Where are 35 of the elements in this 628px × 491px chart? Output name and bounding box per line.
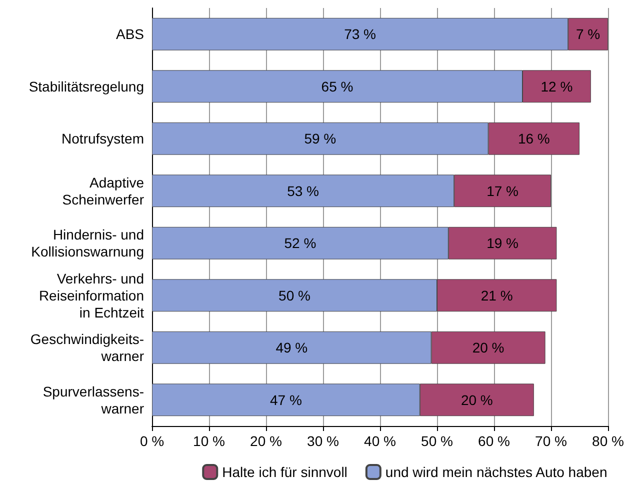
y-tick-label: Adaptive Scheinwerfer xyxy=(62,174,144,208)
data-label: 65 % xyxy=(321,78,354,94)
legend-label: Halte ich für sinnvoll xyxy=(222,464,348,480)
x-tick-label: 50 % xyxy=(421,433,453,449)
x-tick-label: 70 % xyxy=(535,433,567,449)
data-label: 73 % xyxy=(344,26,376,42)
data-label: 16 % xyxy=(518,130,550,147)
y-tick-label: Verkehrs- und Reiseinformation in Echtzeit xyxy=(38,270,144,320)
data-label: 53 % xyxy=(287,182,320,199)
y-tick-label: Geschwindigkeits- warner xyxy=(30,331,144,364)
data-label: 52 % xyxy=(284,235,316,252)
y-tick-label: Hindernis- und Kollisionswarnung xyxy=(31,226,144,260)
y-tick-label: Stabilitätsregelung xyxy=(28,78,144,94)
data-label: 7 % xyxy=(576,26,600,42)
x-tick-label: 40 % xyxy=(364,433,396,449)
data-label: 19 % xyxy=(486,235,519,252)
y-tick-label: Notrufsystem xyxy=(62,130,144,147)
data-label: 20 % xyxy=(472,340,504,356)
data-label: 59 % xyxy=(304,130,336,147)
data-label: 50 % xyxy=(278,287,310,304)
x-tick-label: 0 % xyxy=(140,433,164,449)
data-label: 12 % xyxy=(540,78,573,94)
data-label: 20 % xyxy=(460,392,493,408)
x-tick-label: 80 % xyxy=(592,433,624,449)
y-tick-label: ABS xyxy=(116,26,144,42)
data-label: 49 % xyxy=(276,340,308,356)
data-label: 47 % xyxy=(270,392,302,408)
y-tick-label: Spurverlassens- warner xyxy=(42,383,144,416)
x-tick-label: 10 % xyxy=(193,433,225,449)
data-label: 17 % xyxy=(486,182,519,199)
x-tick-label: 20 % xyxy=(250,433,282,449)
data-label: 21 % xyxy=(480,287,513,304)
legend-label: und wird mein nächstes Auto haben xyxy=(385,464,608,480)
x-tick-label: 30 % xyxy=(307,433,339,449)
x-tick-label: 60 % xyxy=(478,433,510,449)
